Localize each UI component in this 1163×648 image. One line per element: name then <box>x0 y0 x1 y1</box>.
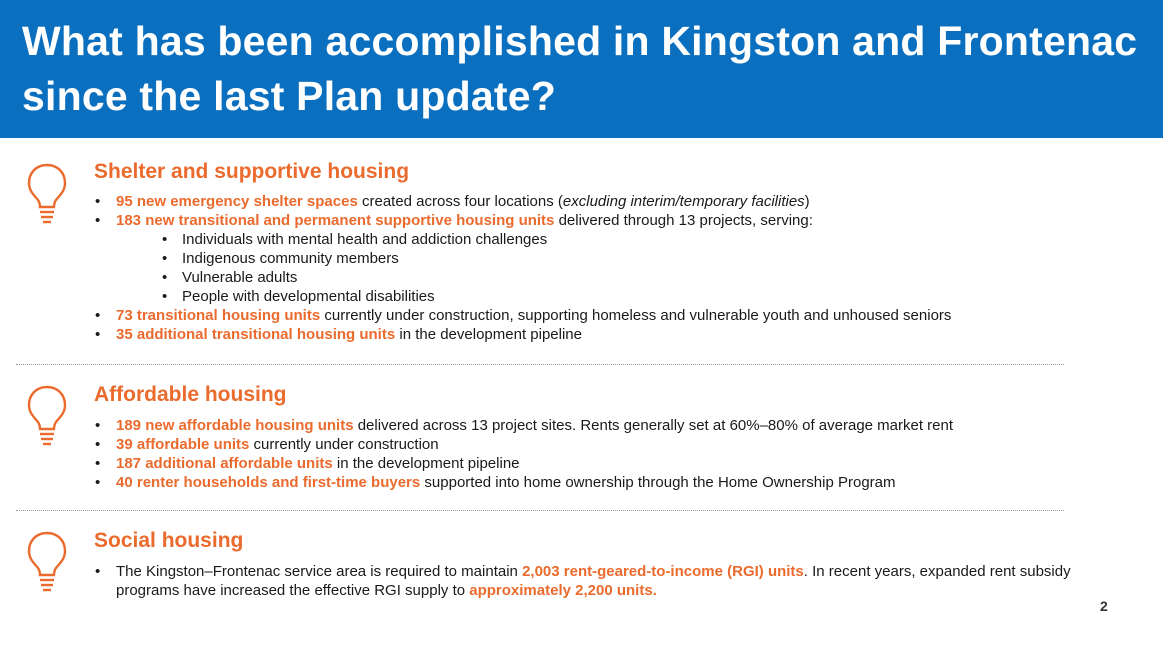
list-item: 95 new emergency shelter spaces created … <box>94 192 1084 211</box>
list-item: 73 transitional housing units currently … <box>94 306 1084 325</box>
list-item: Vulnerable adults <box>160 268 1084 287</box>
section-divider <box>16 510 1064 511</box>
list-item: 187 additional affordable units in the d… <box>94 454 1084 473</box>
list-item: 189 new affordable housing units deliver… <box>94 416 1084 435</box>
page-title: What has been accomplished in Kingston a… <box>22 18 1138 119</box>
social-bullet-list: The Kingston–Frontenac service area is r… <box>94 562 1084 600</box>
section-title: Shelter and supportive housing <box>94 160 410 183</box>
list-item: 183 new transitional and permanent suppo… <box>94 211 1084 306</box>
lightbulb-icon <box>27 385 67 446</box>
list-item: The Kingston–Frontenac service area is r… <box>94 562 1084 600</box>
section-title: Affordable housing <box>94 383 287 406</box>
affordable-bullet-list: 189 new affordable housing units deliver… <box>94 416 1084 492</box>
section-title: Social housing <box>94 529 244 552</box>
list-item: People with developmental disabilities <box>160 287 1084 306</box>
list-item: 39 affordable units currently under cons… <box>94 435 1084 454</box>
lightbulb-icon <box>27 163 67 224</box>
list-item: 40 renter households and first-time buye… <box>94 473 1084 492</box>
page-number: 2 <box>1100 598 1108 614</box>
list-item: Individuals with mental health and addic… <box>160 230 1084 249</box>
shelter-bullet-list: 95 new emergency shelter spaces created … <box>94 192 1084 344</box>
list-item: 35 additional transitional housing units… <box>94 325 1084 344</box>
lightbulb-icon <box>27 531 67 592</box>
list-item: Indigenous community members <box>160 249 1084 268</box>
title-banner: What has been accomplished in Kingston a… <box>0 0 1163 138</box>
served-groups-list: Individuals with mental health and addic… <box>116 230 1084 306</box>
section-divider <box>16 364 1064 365</box>
